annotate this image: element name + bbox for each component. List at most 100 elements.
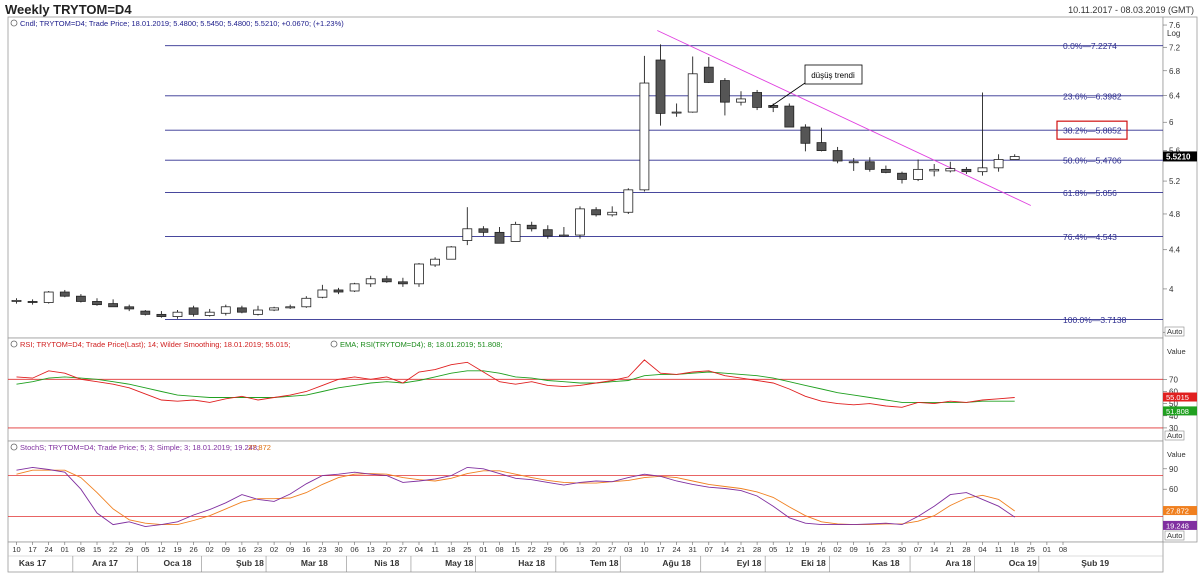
- week-label-29: 01: [479, 545, 487, 554]
- candle-9: [156, 313, 167, 317]
- window-title: Weekly TRYTOM=D4: [5, 2, 132, 17]
- week-label-38: 03: [624, 545, 632, 554]
- week-label-35: 13: [576, 545, 584, 554]
- candle-34: [559, 234, 569, 237]
- price-panel-header: Cndl; TRYTOM=D4; Trade Price; 18.01.2019…: [20, 19, 344, 28]
- price-tick-label-8: 4.4: [1169, 246, 1181, 255]
- week-label-39: 10: [640, 545, 648, 554]
- trend-annotation-box[interactable]: [804, 64, 863, 85]
- candle-46: [752, 92, 762, 108]
- candle-5: [92, 301, 102, 306]
- month-label-10: Eyl 18: [737, 558, 762, 568]
- week-label-55: 30: [898, 545, 906, 554]
- candle-20: [333, 289, 344, 293]
- candle-29: [478, 228, 489, 233]
- candle-1: [27, 301, 38, 303]
- week-label-18: 16: [302, 545, 310, 554]
- week-label-22: 13: [367, 545, 375, 554]
- price-tick-label-4: 6: [1169, 118, 1174, 127]
- month-label-15: Şub 19: [1081, 558, 1109, 568]
- week-label-40: 17: [656, 545, 664, 554]
- price-tick-label-2: 6.8: [1169, 67, 1181, 76]
- date-range: 10.11.2017 - 08.03.2019 (GMT): [1068, 5, 1194, 15]
- candle-42: [687, 73, 698, 113]
- week-label-25: 04: [415, 545, 423, 554]
- month-label-8: Tem 18: [590, 558, 619, 568]
- rsi-panel-header: RSI; TRYTOM=D4; Trade Price(Last); 14; W…: [20, 340, 290, 349]
- ema-line: [16, 370, 1015, 403]
- week-label-57: 14: [930, 545, 938, 554]
- stoch-tick-label-0: 90: [1169, 465, 1178, 474]
- candle-55: [897, 172, 907, 180]
- week-label-45: 21: [737, 545, 745, 554]
- month-label-6: May 18: [445, 558, 474, 568]
- stoch-panel-frame[interactable]: [7, 440, 1164, 543]
- price-panel-frame[interactable]: [7, 16, 1164, 339]
- candle-8: [140, 310, 151, 315]
- candle-17: [285, 306, 296, 309]
- candle-47: [768, 105, 779, 108]
- candle-36: [591, 209, 601, 216]
- candle-45: [736, 98, 746, 103]
- price-auto-button[interactable]: Auto: [1167, 327, 1182, 336]
- candle-27: [446, 246, 457, 260]
- week-label-12: 02: [206, 545, 214, 554]
- candle-23: [381, 278, 392, 283]
- candle-49: [800, 126, 811, 144]
- stoch-auto-button[interactable]: Auto: [1167, 531, 1182, 540]
- week-label-6: 22: [109, 545, 117, 554]
- week-label-56: 07: [914, 545, 922, 554]
- candle-50: [816, 142, 827, 151]
- week-label-9: 12: [157, 545, 165, 554]
- month-label-4: Mar 18: [301, 558, 328, 568]
- week-label-17: 09: [286, 545, 294, 554]
- week-label-8: 05: [141, 545, 149, 554]
- candle-15: [253, 309, 263, 315]
- candle-54: [881, 168, 891, 173]
- x-axis-strip: [7, 541, 1164, 573]
- rsi-line: [16, 359, 1015, 408]
- fib-label-1: 23.6%—6.3982: [1063, 91, 1122, 101]
- week-label-63: 25: [1027, 545, 1035, 554]
- price-tick-label-7: 4.8: [1169, 210, 1181, 219]
- rsi-auto-button[interactable]: Auto: [1167, 431, 1182, 440]
- last-price-tag: [1163, 151, 1197, 162]
- week-label-30: 08: [495, 545, 503, 554]
- week-label-14: 16: [238, 545, 246, 554]
- stoch-k-line: [16, 466, 1015, 528]
- candle-52: [848, 161, 859, 164]
- candle-3: [59, 291, 70, 297]
- fib-label-5: 76.4%—4.543: [1063, 232, 1117, 242]
- candle-14: [236, 307, 247, 313]
- week-label-54: 23: [882, 545, 890, 554]
- rsi-panel-frame[interactable]: [7, 337, 1164, 442]
- rsi-last-tag: [1163, 392, 1197, 402]
- price-tick-label-3: 6.4: [1169, 92, 1181, 101]
- candle-19: [317, 289, 328, 298]
- week-label-11: 26: [189, 545, 197, 554]
- week-label-52: 09: [850, 545, 858, 554]
- trend-line: [657, 30, 1031, 206]
- candle-59: [961, 168, 972, 173]
- candle-10: [172, 311, 183, 317]
- week-label-28: 25: [463, 545, 471, 554]
- month-label-7: Haz 18: [518, 558, 545, 568]
- last-price-label: 5.5210: [1166, 152, 1191, 161]
- week-label-46: 28: [753, 545, 761, 554]
- candle-35: [575, 208, 585, 236]
- ema-last-tag: [1163, 406, 1197, 416]
- candle-33: [542, 229, 553, 237]
- week-label-31: 15: [511, 545, 519, 554]
- candle-6: [108, 303, 118, 308]
- ema-panel-header: EMA; RSI(TRYTOM=D4); 8; 18.01.2019; 51.8…: [340, 340, 503, 349]
- week-label-42: 31: [689, 545, 697, 554]
- month-label-12: Kas 18: [872, 558, 900, 568]
- candle-53: [864, 161, 875, 170]
- week-label-2: 24: [45, 545, 53, 554]
- candle-28: [462, 228, 473, 241]
- week-label-10: 19: [173, 545, 181, 554]
- candle-41: [671, 111, 682, 114]
- week-label-47: 05: [769, 545, 777, 554]
- week-label-15: 23: [254, 545, 262, 554]
